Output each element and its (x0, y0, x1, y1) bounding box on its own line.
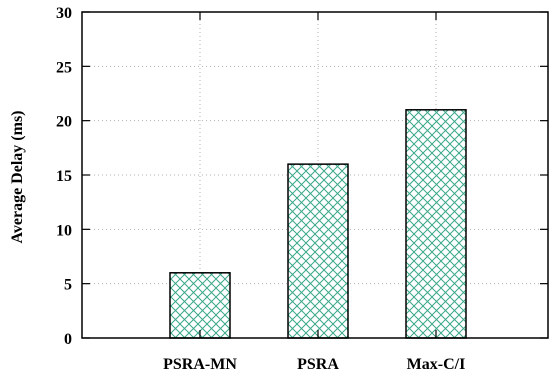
y-tick-label: 25 (56, 59, 72, 76)
x-tick-label: PSRA-MN (163, 356, 237, 373)
bar-psra (287, 163, 349, 339)
y-tick-label: 15 (56, 168, 72, 185)
axis-ticks: 0 5 10 15 20 25 30 PSRA-MN PSRA Max-C/I (56, 5, 548, 373)
bar-psra-mn (169, 272, 231, 339)
y-tick-label: 0 (64, 331, 72, 348)
bars (169, 109, 467, 339)
y-axis-title: Average Delay (ms) (9, 111, 26, 244)
y-tick-label: 20 (56, 114, 72, 131)
y-tick-label: 10 (56, 222, 72, 239)
x-tick-label: Max-C/I (407, 356, 466, 373)
y-tick-label: 30 (56, 5, 72, 22)
y-tick-label: 5 (64, 277, 72, 294)
x-tick-label: PSRA (297, 356, 339, 373)
bar-max-c-i (405, 109, 467, 339)
